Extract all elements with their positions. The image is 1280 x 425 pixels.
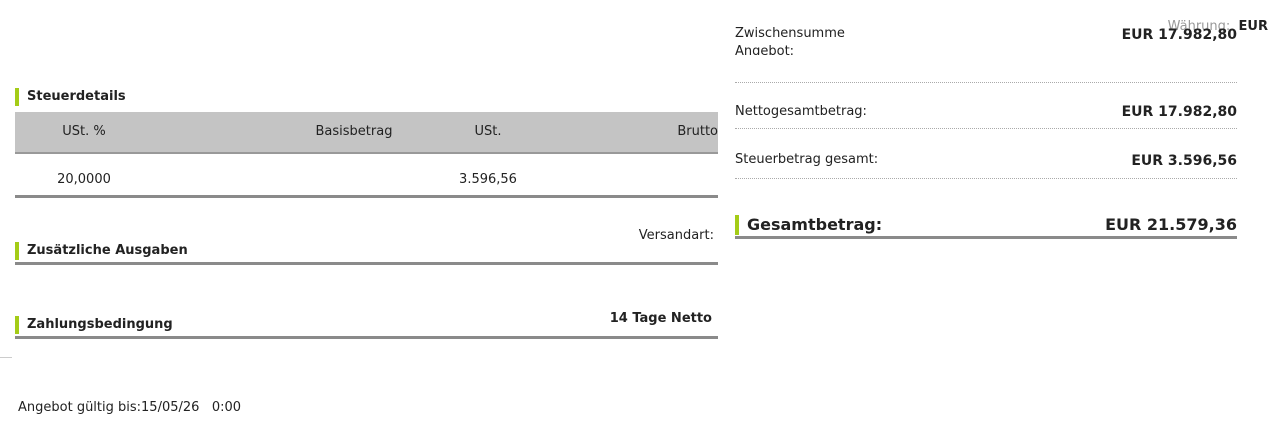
valid-until-date: 15/05/26: [141, 400, 200, 415]
subtotal-label-line1: Zwischensumme: [735, 26, 845, 41]
divider: [15, 195, 718, 198]
net-total-label: Nettogesamtbetrag:: [735, 104, 867, 119]
valid-until: Angebot gültig bis:15/05/26 0:00: [18, 400, 241, 415]
subtotal-label: Zwischensumme Angebot:: [735, 25, 845, 55]
extra-costs-title: Zusätzliche Ausgaben: [27, 243, 188, 258]
section-marker: [735, 215, 739, 235]
col-tax: USt.: [474, 124, 502, 139]
net-total-value: EUR 17.982,80: [1121, 104, 1237, 120]
subtotal-label-line2: Angebot:: [735, 44, 795, 55]
valid-until-label: Angebot gültig bis:: [18, 400, 142, 415]
col-tax-percent: USt. %: [62, 124, 106, 139]
grand-total-label: Gesamtbetrag:: [747, 215, 883, 234]
divider: [735, 82, 1237, 83]
col-gross: Brutto: [677, 124, 718, 139]
payment-terms-value: 14 Tage Netto: [609, 311, 712, 326]
cell-tax: 3.596,56: [459, 172, 517, 187]
grand-total-value: EUR 21.579,36: [1105, 215, 1237, 234]
currency-label: Währung:: [1167, 19, 1231, 34]
section-marker: [15, 242, 19, 260]
payment-terms-title: Zahlungsbedingung: [27, 317, 173, 332]
divider: [15, 336, 718, 339]
divider: [735, 128, 1237, 129]
divider: [735, 236, 1237, 239]
cell-tax-percent: 20,0000: [57, 172, 111, 187]
tax-details-title: Steuerdetails: [27, 89, 126, 104]
shipping-label: Versandart:: [638, 228, 714, 243]
divider: [15, 262, 718, 265]
divider: [0, 357, 12, 358]
tax-total-value: EUR 3.596,56: [1131, 153, 1237, 169]
col-base-amount: Basisbetrag: [315, 124, 393, 139]
divider: [735, 178, 1237, 179]
subtotal-value: EUR 17.982,80: [1121, 27, 1237, 43]
tax-total-label: Steuerbetrag gesamt:: [735, 152, 879, 167]
tax-table-header: [15, 112, 718, 154]
currency-indicator: Währung: EUR: [1168, 19, 1268, 34]
valid-until-time: 0:00: [211, 400, 242, 415]
section-marker: [15, 88, 19, 106]
currency-value: EUR: [1238, 19, 1268, 34]
section-marker: [15, 316, 19, 334]
